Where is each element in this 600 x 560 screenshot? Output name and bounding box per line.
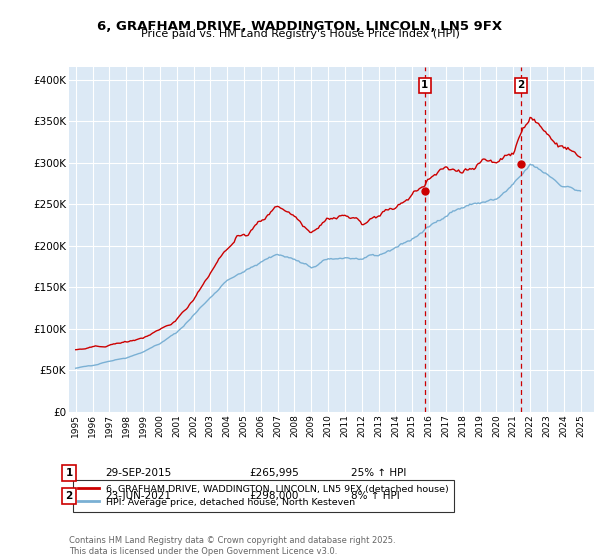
Text: 29-SEP-2015: 29-SEP-2015 xyxy=(105,468,171,478)
Text: 1: 1 xyxy=(65,468,73,478)
Text: 6, GRAFHAM DRIVE, WADDINGTON, LINCOLN, LN5 9FX: 6, GRAFHAM DRIVE, WADDINGTON, LINCOLN, L… xyxy=(97,20,503,32)
Text: £265,995: £265,995 xyxy=(249,468,299,478)
Text: £298,000: £298,000 xyxy=(249,491,298,501)
Legend: 6, GRAFHAM DRIVE, WADDINGTON, LINCOLN, LN5 9FX (detached house), HPI: Average pr: 6, GRAFHAM DRIVE, WADDINGTON, LINCOLN, L… xyxy=(73,480,454,512)
Text: 1: 1 xyxy=(421,81,428,91)
Text: 2: 2 xyxy=(518,81,525,91)
Text: Contains HM Land Registry data © Crown copyright and database right 2025.
This d: Contains HM Land Registry data © Crown c… xyxy=(69,536,395,556)
Text: 23-JUN-2021: 23-JUN-2021 xyxy=(105,491,171,501)
Text: 8% ↑ HPI: 8% ↑ HPI xyxy=(351,491,400,501)
Text: 25% ↑ HPI: 25% ↑ HPI xyxy=(351,468,406,478)
Text: 2: 2 xyxy=(65,491,73,501)
Text: Price paid vs. HM Land Registry's House Price Index (HPI): Price paid vs. HM Land Registry's House … xyxy=(140,29,460,39)
